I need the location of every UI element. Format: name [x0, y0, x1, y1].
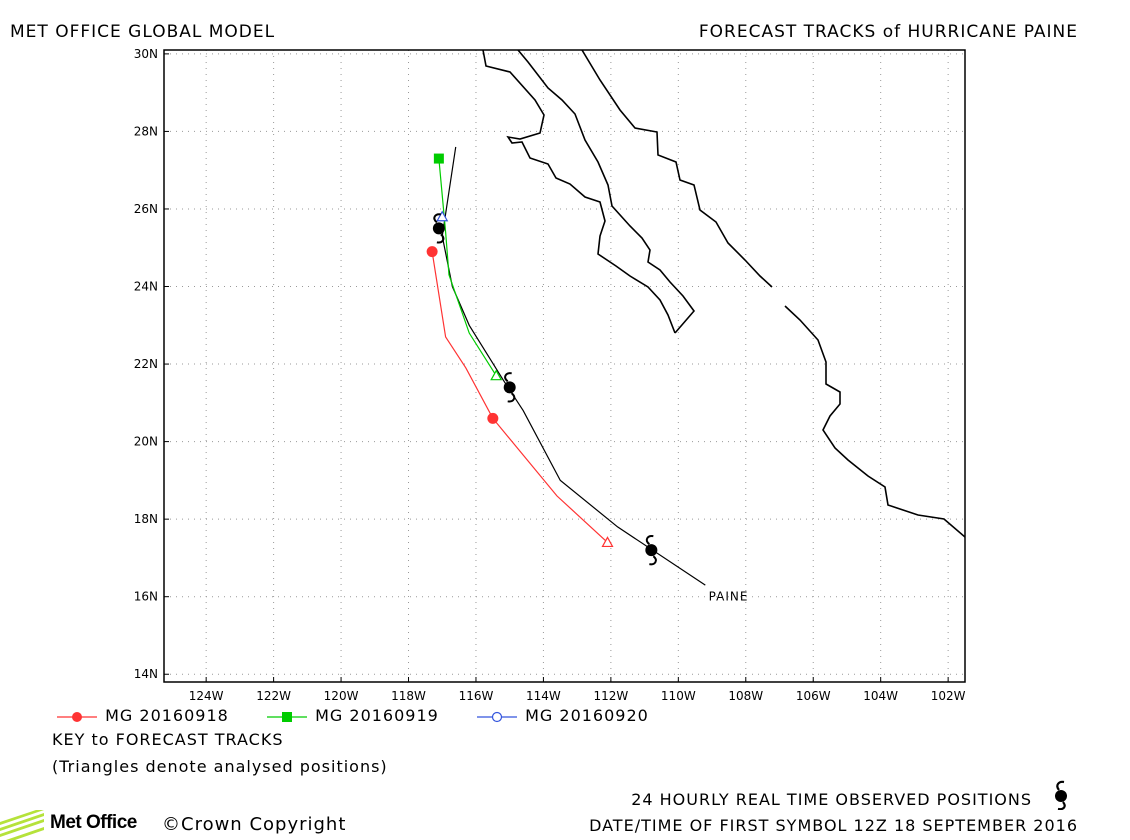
observed-positions-text: 24 HOURLY REAL TIME OBSERVED POSITIONS — [631, 790, 1032, 809]
analysed-position-triangle — [436, 210, 449, 222]
header-left-title: MET OFFICE GLOBAL MODEL — [10, 22, 276, 42]
lon-tick-label: 114W — [526, 689, 561, 700]
first-symbol-date-text: DATE/TIME OF FIRST SYMBOL 12Z 18 SEPTEMB… — [589, 816, 1078, 835]
lat-tick-label: 18N — [134, 512, 158, 526]
grid-lines — [164, 50, 965, 682]
lon-tick-label: 122W — [256, 689, 291, 700]
forecast-track-map: PAINE 124W 122W 120W 118W 116W 114W 112W 110W 10… — [134, 47, 966, 700]
legend-swatch-blue-open-circle — [477, 711, 517, 722]
lat-tick-label: 16N — [134, 590, 158, 604]
observed-track-line — [441, 146, 706, 586]
lat-tick-label: 20N — [134, 435, 158, 449]
lon-tick-label: 106W — [796, 689, 831, 700]
analysed-position-triangle — [490, 369, 503, 381]
legend: MG 20160918 MG 20160919 MG 20160920 — [55, 706, 755, 730]
axes: 124W 122W 120W 118W 116W 114W 112W 110W 108W 106W… — [134, 47, 966, 700]
legend-item-mg-20160919: MG 20160919 — [265, 706, 439, 725]
coastline-mainland — [581, 50, 965, 538]
analysed-position-triangle — [601, 536, 614, 548]
lon-tick-label: 116W — [459, 689, 494, 700]
met-office-logo-stripes-icon — [0, 810, 44, 840]
legend-swatch-green-square — [267, 711, 307, 722]
key-note: (Triangles denote analysed positions) — [52, 757, 388, 776]
hurricane-symbol-icon — [503, 372, 516, 403]
lat-tick-label: 30N — [134, 47, 158, 61]
legend-label-mg-20160918: MG 20160918 — [105, 706, 229, 725]
forecast-marker-circle — [487, 412, 499, 424]
lon-tick-label: 102W — [931, 689, 966, 700]
legend-label-mg-20160920: MG 20160920 — [525, 706, 649, 725]
hurricane-symbol-icon — [645, 535, 658, 566]
lat-tick-label: 28N — [134, 124, 158, 138]
plot-frame — [163, 49, 966, 683]
key-title: KEY to FORECAST TRACKS — [52, 730, 284, 749]
forecast-track-line — [438, 158, 497, 377]
lon-tick-label: 112W — [593, 689, 628, 700]
hurricane-symbol-icon — [432, 213, 445, 244]
forecast-marker-square — [433, 153, 444, 164]
header-right-title: FORECAST TRACKS of HURRICANE PAINE — [698, 22, 1078, 42]
lat-tick-label: 14N — [134, 667, 158, 681]
lat-tick-label: 24N — [134, 280, 158, 294]
hurricane-symbol-icon — [1055, 780, 1067, 810]
crown-copyright: ©Crown Copyright — [162, 814, 347, 835]
coastline-baja-west — [482, 50, 676, 334]
legend-item-mg-20160918: MG 20160918 — [55, 706, 229, 725]
legend-swatch-red-circle — [57, 711, 97, 722]
lon-tick-label: 120W — [324, 689, 359, 700]
lon-tick-label: 104W — [863, 689, 898, 700]
forecast-track-line — [431, 251, 608, 543]
lat-tick-label: 22N — [134, 357, 158, 371]
lon-tick-label: 110W — [661, 689, 696, 700]
storm-label: PAINE — [709, 590, 749, 604]
coastline-baja-gulf — [517, 50, 696, 334]
lon-tick-label: 118W — [391, 689, 426, 700]
tracks: PAINE — [426, 146, 749, 604]
lat-tick-label: 26N — [134, 202, 158, 216]
lon-tick-label: 124W — [189, 689, 224, 700]
lon-tick-label: 108W — [728, 689, 763, 700]
legend-label-mg-20160919: MG 20160919 — [315, 706, 439, 725]
met-office-logo-text: Met Office — [50, 812, 137, 833]
legend-item-mg-20160920: MG 20160920 — [475, 706, 649, 725]
forecast-marker-circle — [426, 246, 438, 258]
met-office-logo — [0, 810, 44, 840]
